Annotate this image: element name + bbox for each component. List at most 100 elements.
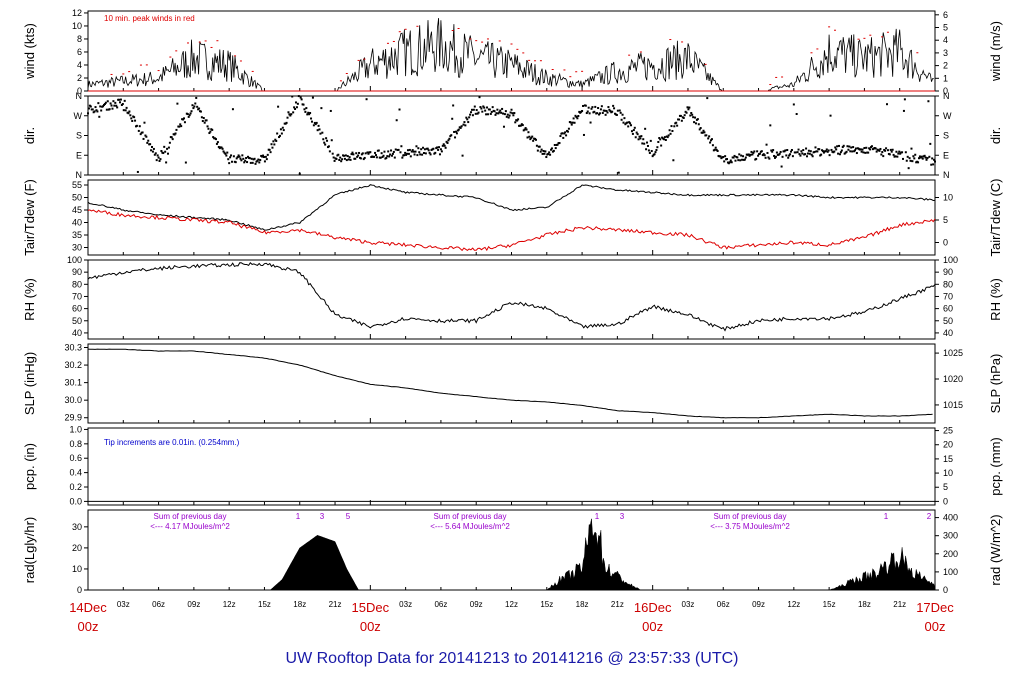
dir-point [748,154,751,157]
y-tick-label-right: 100 [943,567,958,577]
y-tick-label-left: 6 [77,47,82,57]
dir-point [516,119,519,122]
dir-point [534,138,537,141]
dir-point [307,111,310,114]
dir-point [174,132,177,135]
dir-point [747,153,750,156]
dir-point [833,150,836,153]
dir-point [774,156,777,159]
dir-point [463,121,466,124]
dir-point [144,134,147,137]
dir-point [722,155,725,158]
dir-point [302,103,305,106]
wind-series-line [87,18,934,92]
dir-point [569,121,572,124]
dir-point [892,153,895,156]
dir-point [427,149,430,152]
dir-point [274,138,277,141]
dir-point [459,126,462,129]
dir-point [658,137,661,140]
dir-point [87,107,90,110]
y-tick-label-right: W [943,111,952,121]
dir-point [166,147,169,150]
dir-point [340,160,343,163]
dir-point [786,149,789,152]
y-tick-label-right: 0 [943,585,948,595]
dir-point [477,111,480,114]
dir-point [697,123,700,126]
y-tick-label-right: 1 [943,73,948,83]
dir-point [685,111,688,114]
y-tick-label-right: 0 [943,238,948,248]
dir-point [751,153,754,156]
dir-point [341,158,344,161]
wind-peak-mark [398,31,401,33]
dir-point [415,145,418,148]
dir-point [805,147,808,150]
y-tick-label-right: 4 [943,35,948,45]
dir-point [694,122,697,125]
dir-point [375,156,378,159]
dir-point [875,150,878,153]
dir-point [798,153,801,156]
dir-point [566,130,569,133]
dir-point [453,130,456,133]
dir-point [403,154,406,157]
dir-point [488,108,491,111]
dir-point [810,153,813,156]
dir-point [591,106,594,109]
dir-point [436,146,439,149]
wind-peak-mark [916,52,919,54]
dir-point [830,148,833,151]
x-tick-label: 03z [117,600,130,609]
dir-point [398,108,401,111]
y-tick-label-left: 30.2 [64,360,82,370]
dir-point [596,112,599,115]
dir-point [455,132,458,135]
y-tick-label-right: 400 [943,513,958,523]
dir-point [898,150,901,153]
y-tick-label-right: 10 [943,193,953,203]
dir-point [683,114,686,117]
y-tick-label-left: 40 [72,328,82,338]
dir-point [756,150,759,153]
plot-frame [87,179,936,256]
dir-point [165,161,168,164]
dir-point [792,103,795,106]
y-tick-label-right: 80 [943,279,953,289]
dir-point [242,157,245,160]
dir-point [806,152,809,155]
dir-point [153,153,156,156]
dir-point [932,163,935,166]
dir-point [732,156,735,159]
dir-point [691,113,694,116]
dir-point [298,172,301,175]
dir-point [660,144,663,147]
dir-point [621,113,624,116]
dir-point [838,144,841,147]
dir-point [788,154,791,157]
dir-point [413,153,416,156]
dir-point [112,100,115,103]
dir-point [166,152,169,155]
dir-point [331,152,334,155]
wind-peak-mark [528,59,531,61]
dir-point [229,156,232,159]
dir-point [623,117,626,120]
dir-point [443,144,446,147]
wind-peak-mark [639,51,642,53]
dir-point [146,141,149,144]
dir-point [758,152,761,155]
dir-point [386,155,389,158]
dir-point [809,150,812,153]
dir-point [259,159,262,162]
dir-point [295,106,298,109]
dir-point [529,138,532,141]
dir-point [323,141,326,144]
y-tick-label-right: 0 [943,86,948,96]
wind-peak-mark [886,31,889,33]
dir-point [763,154,766,157]
dir-point [121,102,124,105]
dir-point [118,98,121,101]
dir-point [590,107,593,110]
